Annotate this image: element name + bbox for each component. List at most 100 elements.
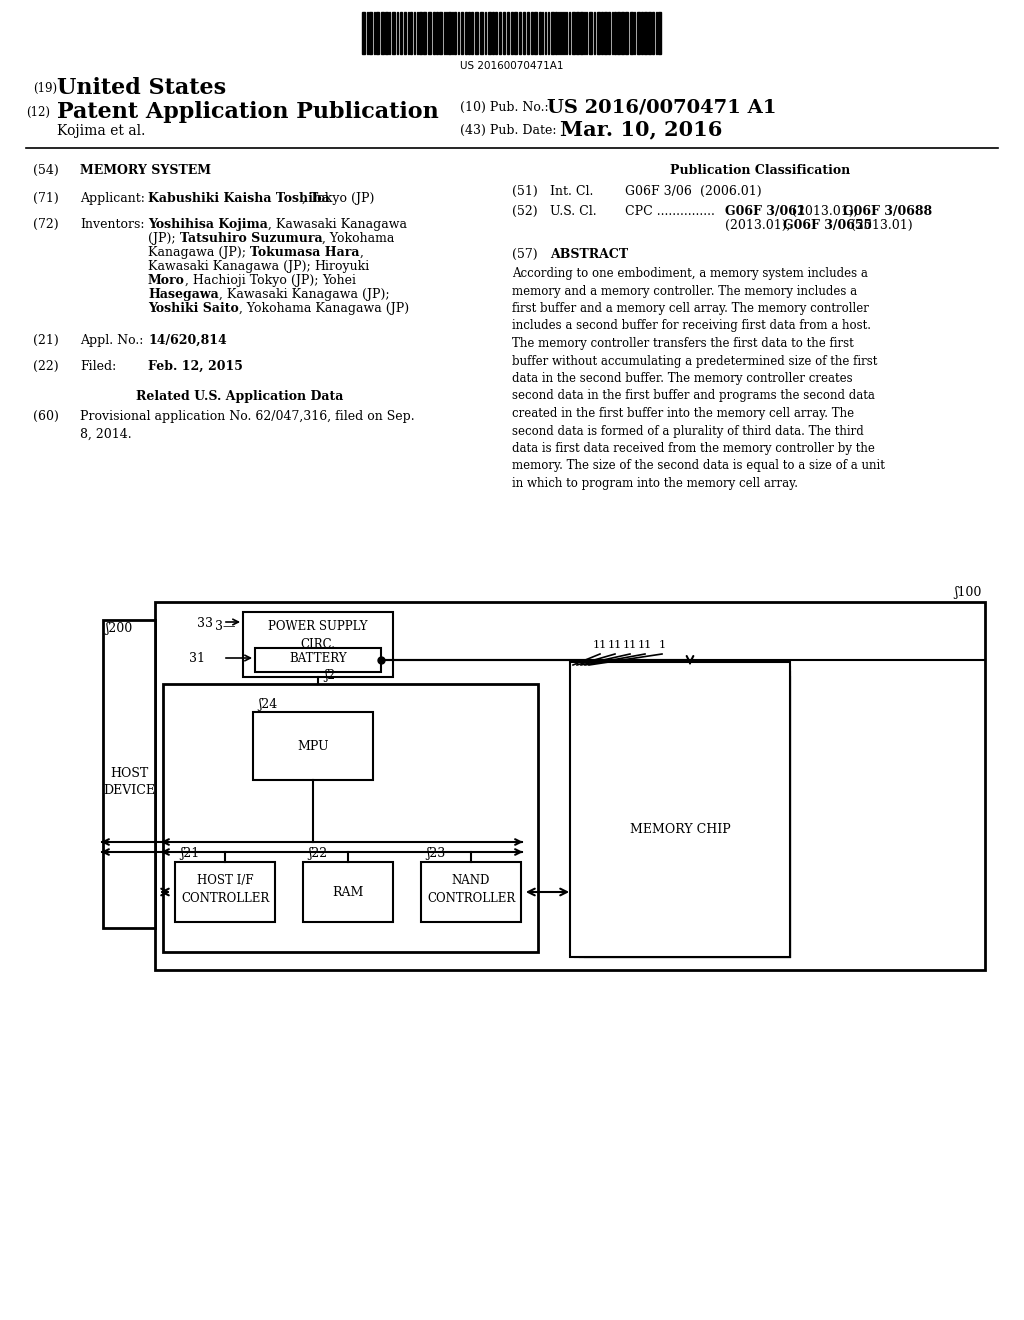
Text: According to one embodiment, a memory system includes a
memory and a memory cont: According to one embodiment, a memory sy… bbox=[512, 267, 885, 490]
Bar bbox=[511, 12, 513, 54]
Text: CONTROLLER: CONTROLLER bbox=[427, 892, 515, 906]
Text: G06F 3/06: G06F 3/06 bbox=[625, 185, 692, 198]
Text: Hiroyuki: Hiroyuki bbox=[314, 260, 370, 273]
Text: (71): (71) bbox=[33, 191, 58, 205]
Bar bbox=[625, 12, 628, 54]
Bar bbox=[480, 12, 483, 54]
Bar bbox=[503, 12, 505, 54]
Text: (2013.01);: (2013.01); bbox=[725, 219, 795, 232]
Bar bbox=[652, 12, 654, 54]
Bar bbox=[155, 602, 985, 970]
Text: (43) Pub. Date:: (43) Pub. Date: bbox=[460, 124, 556, 137]
Text: , Kawasaki Kanagawa: , Kawasaki Kanagawa bbox=[268, 218, 407, 231]
Text: (60): (60) bbox=[33, 411, 58, 422]
Text: 11: 11 bbox=[638, 640, 652, 649]
Bar bbox=[175, 862, 275, 921]
Text: 1: 1 bbox=[658, 640, 666, 649]
Text: Provisional application No. 62/047,316, filed on Sep.
8, 2014.: Provisional application No. 62/047,316, … bbox=[80, 411, 415, 441]
Bar bbox=[608, 12, 610, 54]
Text: 31: 31 bbox=[189, 652, 205, 665]
Bar bbox=[630, 12, 633, 54]
Text: ʃ200: ʃ200 bbox=[105, 622, 132, 635]
Bar bbox=[575, 667, 790, 957]
Text: Yoshiki Saito: Yoshiki Saito bbox=[148, 302, 239, 315]
Text: MPU: MPU bbox=[297, 739, 329, 752]
Bar bbox=[601, 12, 603, 54]
Text: (2006.01): (2006.01) bbox=[700, 185, 762, 198]
Bar bbox=[499, 12, 501, 54]
Bar bbox=[621, 12, 624, 54]
Bar bbox=[555, 12, 557, 54]
Bar bbox=[519, 12, 521, 54]
Text: CPC ...............: CPC ............... bbox=[625, 205, 719, 218]
Text: , Kawasaki Kanagawa (JP);: , Kawasaki Kanagawa (JP); bbox=[219, 288, 389, 301]
Text: Appl. No.:: Appl. No.: bbox=[80, 334, 143, 347]
Text: POWER SUPPLY: POWER SUPPLY bbox=[268, 620, 368, 634]
Text: ,: , bbox=[359, 246, 364, 259]
Text: (2013.01);: (2013.01); bbox=[788, 205, 862, 218]
Bar bbox=[461, 12, 463, 54]
Text: , Hachioji Tokyo (JP);: , Hachioji Tokyo (JP); bbox=[185, 275, 323, 286]
Bar bbox=[523, 12, 525, 54]
Bar bbox=[658, 12, 662, 54]
Bar bbox=[163, 684, 538, 952]
Text: U.S. Cl.: U.S. Cl. bbox=[550, 205, 597, 218]
Bar bbox=[475, 12, 478, 54]
Text: Feb. 12, 2015: Feb. 12, 2015 bbox=[148, 360, 243, 374]
Text: US 2016/0070471 A1: US 2016/0070471 A1 bbox=[547, 98, 776, 116]
Text: Patent Application Publication: Patent Application Publication bbox=[57, 102, 438, 123]
Bar bbox=[580, 672, 790, 957]
Text: (51): (51) bbox=[512, 185, 538, 198]
Bar bbox=[648, 12, 651, 54]
Text: Int. Cl.: Int. Cl. bbox=[550, 185, 593, 198]
Text: , Tokyo (JP): , Tokyo (JP) bbox=[302, 191, 375, 205]
Bar bbox=[433, 12, 435, 54]
Text: NAND: NAND bbox=[452, 874, 490, 887]
Text: (JP);: (JP); bbox=[148, 232, 179, 246]
Text: (2013.01): (2013.01) bbox=[847, 219, 912, 232]
Text: Yoshihisa Kojima: Yoshihisa Kojima bbox=[148, 218, 268, 231]
Bar bbox=[617, 12, 620, 54]
Text: CONTROLLER: CONTROLLER bbox=[181, 892, 269, 906]
Text: (12): (12) bbox=[26, 106, 50, 119]
Text: Publication Classification: Publication Classification bbox=[670, 164, 850, 177]
Text: (54): (54) bbox=[33, 164, 58, 177]
Bar bbox=[454, 12, 456, 54]
Bar bbox=[404, 12, 406, 54]
Bar bbox=[534, 12, 537, 54]
Bar bbox=[597, 12, 600, 54]
Bar bbox=[423, 12, 426, 54]
Bar bbox=[604, 12, 607, 54]
Text: Tokumasa Hara: Tokumasa Hara bbox=[250, 246, 359, 259]
Bar bbox=[527, 12, 529, 54]
Bar bbox=[400, 12, 402, 54]
Bar bbox=[514, 12, 517, 54]
Bar bbox=[428, 12, 431, 54]
Bar bbox=[531, 12, 534, 54]
Text: ABSTRACT: ABSTRACT bbox=[550, 248, 628, 261]
Text: US 20160070471A1: US 20160070471A1 bbox=[460, 61, 564, 71]
Text: 3: 3 bbox=[197, 616, 205, 630]
Bar bbox=[303, 862, 393, 921]
Text: G06F 3/0688: G06F 3/0688 bbox=[843, 205, 932, 218]
Bar bbox=[419, 12, 422, 54]
Bar bbox=[580, 12, 583, 54]
Text: G06F 3/0655: G06F 3/0655 bbox=[783, 219, 872, 232]
Bar bbox=[439, 12, 442, 54]
Text: Tatsuhiro Suzumura: Tatsuhiro Suzumura bbox=[179, 232, 323, 246]
Text: Kanagawa (JP);: Kanagawa (JP); bbox=[148, 246, 250, 259]
Text: CIRC.: CIRC. bbox=[300, 638, 336, 651]
Bar bbox=[255, 648, 381, 672]
Text: (57): (57) bbox=[512, 248, 538, 261]
Text: Applicant:: Applicant: bbox=[80, 191, 144, 205]
Text: 11: 11 bbox=[608, 640, 623, 649]
Text: 3—: 3— bbox=[215, 620, 236, 634]
Bar bbox=[392, 12, 395, 54]
Bar bbox=[641, 12, 643, 54]
Text: MEMORY SYSTEM: MEMORY SYSTEM bbox=[80, 164, 211, 177]
Text: HOST
DEVICE: HOST DEVICE bbox=[103, 767, 155, 797]
Text: ʃ100: ʃ100 bbox=[954, 586, 982, 599]
Bar bbox=[507, 12, 509, 54]
Bar bbox=[362, 12, 365, 54]
Bar bbox=[572, 12, 575, 54]
